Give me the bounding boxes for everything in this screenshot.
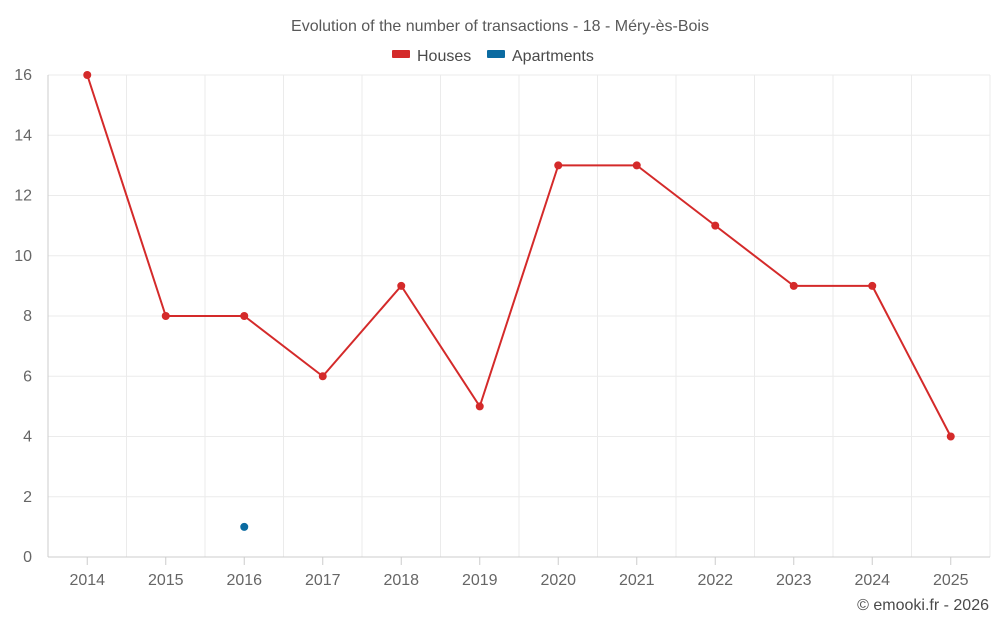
y-tick-label: 10 <box>14 248 32 265</box>
y-tick-label: 0 <box>23 549 32 566</box>
series-houses <box>83 71 955 441</box>
data-point-houses-2018[interactable] <box>397 281 406 290</box>
legend-swatch-apartments <box>487 50 505 58</box>
x-tick-label: 2018 <box>383 572 419 589</box>
x-tick-label: 2020 <box>540 572 576 589</box>
legend-swatch-houses <box>392 50 410 58</box>
data-point-apartments-2016[interactable] <box>240 522 249 531</box>
grid <box>47 74 991 557</box>
axes <box>47 75 990 558</box>
x-tick-label: 2021 <box>619 572 655 589</box>
legend-item-apartments[interactable]: Apartments <box>487 48 594 65</box>
y-tick-label: 4 <box>23 429 32 446</box>
data-point-houses-2019[interactable] <box>475 402 484 411</box>
legend: Houses Apartments <box>392 48 594 65</box>
x-tick-label: 2019 <box>462 572 498 589</box>
y-tick-label: 8 <box>23 308 32 325</box>
data-point-houses-2015[interactable] <box>161 312 170 320</box>
data-point-houses-2025[interactable] <box>946 432 955 441</box>
x-tick-label: 2024 <box>854 572 890 589</box>
x-tick-label: 2016 <box>226 572 262 589</box>
legend-label-houses: Houses <box>417 48 471 65</box>
data-point-houses-2014[interactable] <box>83 71 92 79</box>
legend-label-apartments: Apartments <box>512 48 594 65</box>
y-tick-label: 2 <box>23 489 32 506</box>
y-tick-label: 6 <box>23 368 32 385</box>
series-layer <box>83 71 955 531</box>
x-tick-label: 2015 <box>148 572 184 589</box>
data-point-houses-2017[interactable] <box>318 372 327 381</box>
x-tick-label: 2014 <box>69 572 105 589</box>
legend-item-houses[interactable]: Houses <box>392 48 471 65</box>
x-tick-label: 2017 <box>305 572 341 589</box>
x-tick-label: 2022 <box>697 572 733 589</box>
data-point-houses-2024[interactable] <box>868 281 877 290</box>
data-point-houses-2022[interactable] <box>711 221 720 230</box>
y-tick-label: 12 <box>14 188 32 205</box>
x-tick-label: 2025 <box>933 572 969 589</box>
y-tick-label: 16 <box>14 67 32 84</box>
data-point-houses-2016[interactable] <box>240 312 249 320</box>
data-point-houses-2021[interactable] <box>632 161 641 170</box>
series-apartments <box>240 522 249 531</box>
data-point-houses-2023[interactable] <box>789 281 798 290</box>
chart-title: Evolution of the number of transactions … <box>291 18 709 35</box>
series-line-houses <box>86 74 952 438</box>
x-axis-ticks: 2014 2015 2016 2017 2018 2019 2020 2021 2022 2023… <box>69 557 969 589</box>
data-point-houses-2020[interactable] <box>554 161 563 170</box>
credit-text: © emooki.fr - 2026 <box>857 597 989 614</box>
y-tick-label: 14 <box>14 127 32 144</box>
x-tick-label: 2023 <box>776 572 812 589</box>
y-axis-ticks: 0 2 4 6 8 10 12 14 16 <box>14 67 32 566</box>
